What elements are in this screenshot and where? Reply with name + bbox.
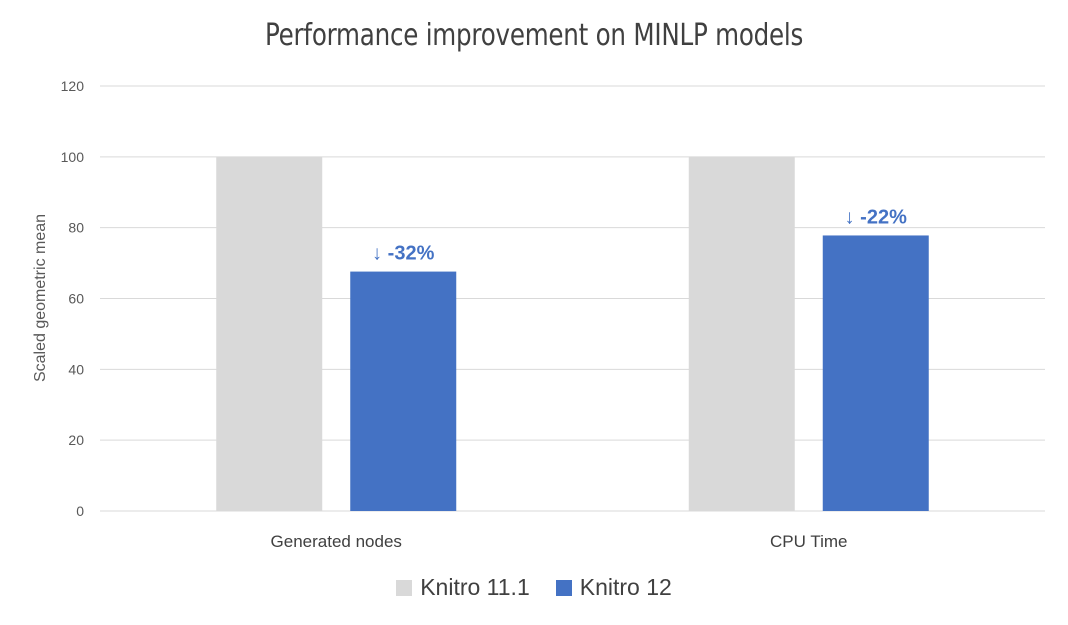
legend-label: Knitro 12 (579, 574, 672, 600)
bar (822, 235, 929, 512)
data-label: ↓ -32% (372, 243, 434, 265)
chart-title: Performance improvement on MINLP models (264, 18, 804, 53)
y-tick-label: 20 (68, 432, 84, 448)
legend-swatch (396, 579, 413, 596)
y-tick-label: 80 (68, 220, 84, 236)
y-tick-label: 100 (61, 149, 85, 165)
bar (216, 156, 323, 512)
y-tick-label: 120 (61, 78, 85, 94)
data-label: ↓ -22% (845, 206, 907, 228)
legend: Knitro 11.1 Knitro 12 (0, 574, 1068, 601)
bar (350, 271, 457, 511)
x-tick-label: CPU Time (770, 532, 847, 551)
y-tick-label: 40 (68, 361, 84, 377)
x-tick-label: Generated nodes (271, 532, 402, 551)
y-tick-label: 60 (68, 291, 84, 307)
legend-label: Knitro 11.1 (420, 574, 530, 600)
legend-item: Knitro 12 (555, 574, 672, 601)
legend-swatch (555, 579, 572, 596)
y-tick-label: 0 (76, 503, 84, 519)
legend-item: Knitro 11.1 (396, 574, 530, 601)
bar (688, 156, 795, 512)
